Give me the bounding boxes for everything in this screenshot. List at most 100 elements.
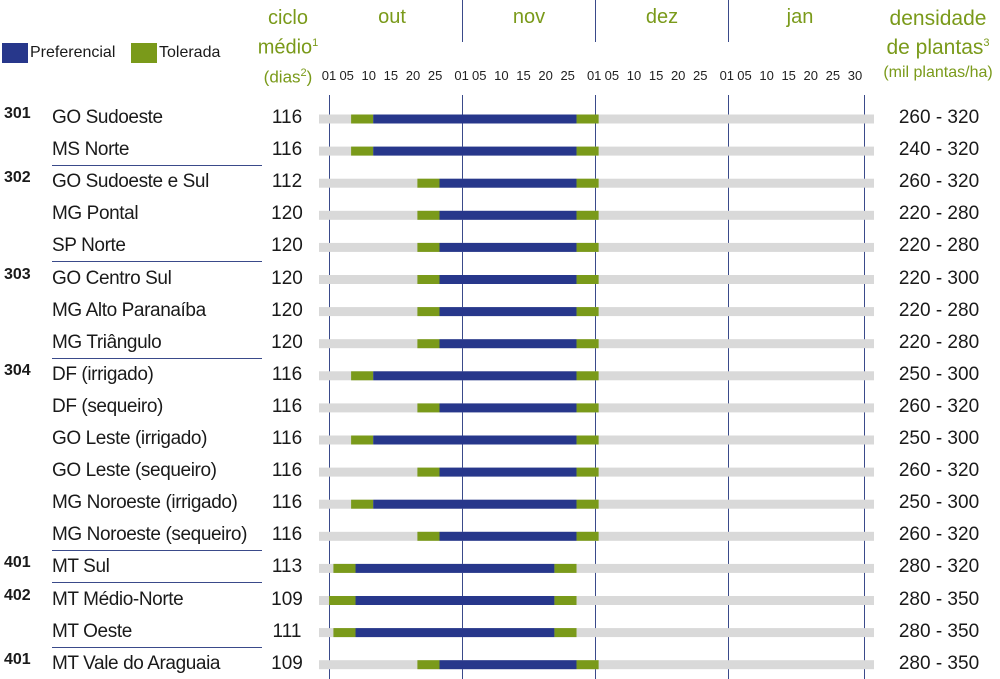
densidade-value: 220 - 280 (898, 203, 980, 225)
bar-tolerada-end (576, 660, 599, 670)
ciclo-header-line2: médio1 (248, 31, 328, 61)
region-label: MT Oeste (52, 620, 132, 642)
tick-label: 25 (560, 68, 575, 83)
ciclo-header-line3: (dias2) (248, 61, 328, 90)
tick-label: 20 (405, 68, 421, 83)
bar-preferencial (373, 435, 577, 445)
bar-preferencial (439, 660, 577, 670)
bar-tolerada-end (554, 563, 577, 573)
bar-tolerada-start (351, 114, 374, 124)
bar-tolerada-end (576, 339, 599, 349)
ciclo-value: 116 (271, 524, 303, 546)
bar-preferencial (373, 499, 577, 509)
tick-label: 10 (626, 68, 642, 83)
ciclo-value: 116 (271, 107, 303, 128)
bar-preferencial (439, 403, 577, 413)
ciclo-value: 116 (271, 139, 303, 161)
ciclo-value: 120 (271, 299, 303, 321)
region-label: SP Norte (52, 235, 126, 257)
region-label: MT Sul (52, 556, 110, 578)
ciclo-value: 120 (271, 331, 303, 353)
group-code: 301 (4, 105, 31, 122)
tick-label: 10 (759, 68, 774, 83)
region-label: MG Triângulo (52, 331, 162, 353)
bar-tolerada-end (576, 467, 599, 477)
group-code: 303 (4, 265, 31, 283)
ciclo-value: 109 (271, 588, 303, 610)
legend-swatch-tolerada (131, 43, 157, 63)
ciclo-header-medio: médio (257, 36, 313, 59)
month-label-nov: nov (512, 6, 546, 28)
region-label: MT Vale do Araguaia (52, 652, 221, 674)
bar-tolerada-start (417, 339, 440, 349)
bar-tolerada-end (576, 435, 599, 445)
bar-preferencial (439, 531, 577, 541)
bar-tolerada-end (576, 178, 599, 188)
bar-tolerada-start (417, 275, 440, 284)
bar-tolerada-start (417, 178, 440, 188)
bar-preferencial (355, 628, 555, 638)
bar-tolerada-start (351, 435, 374, 445)
densidade-value: 260 - 320 (898, 395, 980, 417)
densidade-value: 280 - 320 (898, 556, 980, 578)
ciclo-header: ciclo médio1 (dias2) (248, 6, 328, 89)
group-separator (52, 357, 262, 359)
region-label: GO Leste (sequeiro) (52, 460, 217, 482)
densidade-value: 260 - 320 (898, 460, 980, 482)
bar-preferencial (355, 596, 555, 605)
tick-label: 05 (604, 68, 620, 83)
bar-preferencial (439, 467, 577, 477)
month-divider (462, 0, 463, 42)
bar-tolerada-start (417, 242, 440, 252)
region-label: GO Sudoeste (52, 107, 163, 128)
ciclo-value: 116 (271, 492, 303, 514)
group-separator (52, 165, 262, 167)
bar-preferencial (373, 114, 577, 124)
region-label: GO Centro Sul (52, 267, 172, 289)
bar-tolerada-start (329, 596, 356, 605)
tick-label: 15 (516, 68, 531, 83)
densidade-header-line1: densidade (889, 7, 987, 30)
densidade-value: 280 - 350 (898, 588, 980, 610)
group-separator (52, 550, 262, 552)
group-code: 402 (4, 586, 31, 604)
ciclo-value: 120 (271, 203, 303, 225)
bar-preferencial (355, 563, 555, 573)
tick-label: 10 (494, 68, 509, 83)
month-label-out: out (378, 6, 406, 28)
tick-label: 30 (847, 68, 863, 83)
bar-background (319, 596, 874, 605)
bar-tolerada-start (417, 467, 440, 477)
region-label: MG Noroeste (irrigado) (52, 492, 238, 514)
group-separator (52, 646, 262, 648)
ciclo-value: 111 (272, 620, 302, 642)
ciclo-value: 112 (271, 171, 303, 193)
densidade-value: 250 - 300 (898, 492, 980, 514)
ciclo-value: 116 (271, 460, 303, 482)
tick-label: 01 (719, 68, 735, 83)
tick-label: 15 (383, 68, 399, 83)
ciclo-header-line1: ciclo (267, 7, 308, 29)
ciclo-value: 109 (271, 652, 303, 674)
bar-tolerada-end (554, 628, 577, 638)
densidade-value: 220 - 300 (898, 267, 980, 289)
bar-tolerada-end (576, 146, 599, 156)
bar-tolerada-end (576, 371, 599, 381)
bar-tolerada-end (576, 531, 599, 541)
region-label: MG Pontal (52, 203, 139, 225)
densidade-value: 280 - 350 (898, 652, 980, 674)
densidade-value: 260 - 320 (898, 107, 980, 128)
bar-background (319, 563, 874, 573)
ciclo-value: 120 (271, 235, 303, 257)
densidade-header: densidade de plantas3 (mil plantas/ha) (876, 6, 1000, 85)
bar-tolerada-start (351, 371, 374, 381)
legend-label-tolerada: Tolerada (159, 44, 221, 61)
densidade-value: 240 - 320 (898, 139, 980, 161)
ciclo-header-paren: ) (306, 67, 313, 87)
densidade-value: 250 - 300 (898, 363, 980, 385)
ciclo-value: 120 (271, 267, 303, 289)
bar-tolerada-end (576, 114, 599, 124)
bar-preferencial (439, 275, 577, 284)
bar-tolerada-start (417, 307, 440, 317)
